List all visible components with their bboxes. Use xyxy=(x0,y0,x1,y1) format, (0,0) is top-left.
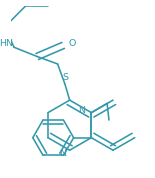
Text: HN: HN xyxy=(0,39,13,48)
Text: O: O xyxy=(69,39,76,48)
Text: N: N xyxy=(59,149,66,158)
Text: N: N xyxy=(79,106,86,115)
Text: S: S xyxy=(62,73,68,82)
